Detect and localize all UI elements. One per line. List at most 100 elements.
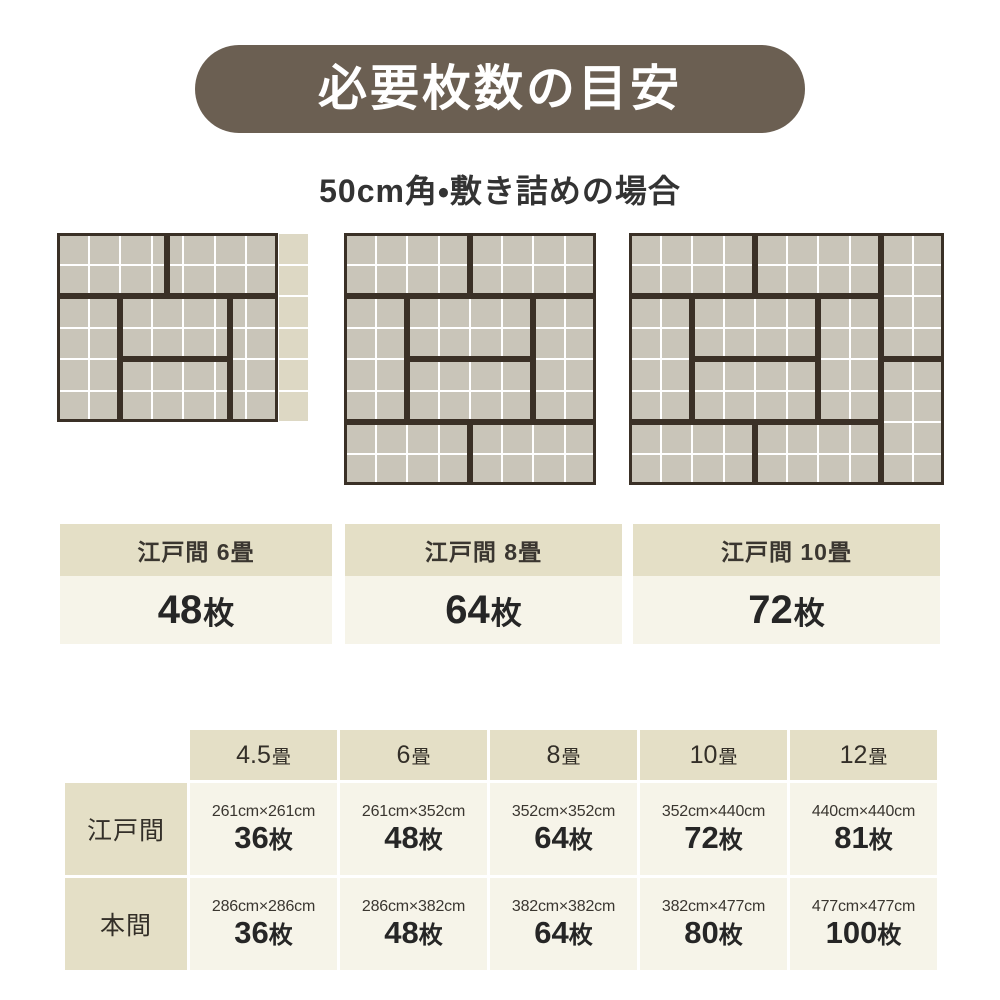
summary-count-number: 72 [748, 587, 793, 632]
cell-dimensions: 286cm×286cm [211, 898, 316, 916]
floor-tile-inside [345, 297, 375, 327]
floor-tile-inside [345, 265, 375, 295]
floor-tile-inside [630, 234, 660, 264]
tatami-mat [57, 296, 120, 422]
floor-tile-inside [376, 391, 406, 421]
floor-tile-inside [502, 423, 532, 453]
floor-tile-inside [376, 234, 406, 264]
summary-card-edoma-6-jo: 江戸間 6畳 48 枚 [60, 524, 332, 644]
floor-tile-inside [408, 265, 438, 295]
floor-tile-inside [693, 265, 723, 295]
floor-tile-inside [661, 265, 691, 295]
floor-tile-inside [184, 297, 214, 327]
floor-tile-inside [502, 391, 532, 421]
floor-tile-inside [534, 423, 564, 453]
table-data-cell: 477cm×477cm 100枚 [790, 878, 937, 970]
floor-tile-inside [502, 454, 532, 484]
floor-tile-inside [661, 423, 691, 453]
floor-tile-inside [756, 328, 786, 358]
table-data-cell: 352cm×440cm 72枚 [640, 783, 787, 875]
table-header-row: 4.5 畳 6 畳 8 畳 10 畳 12 畳 [65, 730, 937, 780]
floor-tile-inside [534, 360, 564, 390]
floor-tile-inside [565, 454, 595, 484]
floor-tile-inside [819, 423, 849, 453]
cell-quantity-number: 64 [534, 820, 569, 856]
floor-tile-inside [787, 391, 817, 421]
tatami-mat [120, 296, 231, 359]
floor-tile-inside [850, 423, 880, 453]
table-data-cell: 286cm×286cm 36枚 [190, 878, 337, 970]
cell-quantity-number: 100 [825, 915, 878, 951]
title-banner: 必要枚数の目安 [0, 0, 1000, 133]
floor-tile-inside [534, 265, 564, 295]
cell-quantity-unit: 枚 [418, 827, 443, 855]
cell-quantity-unit: 枚 [877, 922, 902, 950]
floor-tile-inside [882, 297, 912, 327]
floor-tile-inside [565, 297, 595, 327]
floor-tile-inside [882, 423, 912, 453]
floor-tile-inside [184, 234, 214, 264]
floor-tile-inside [913, 297, 943, 327]
floor-tile-inside [882, 234, 912, 264]
floor-tile-inside [756, 454, 786, 484]
floor-tile-inside [471, 328, 501, 358]
floor-tile-inside [913, 328, 943, 358]
tatami-mat [57, 233, 168, 296]
cell-quantity: 48枚 [384, 916, 443, 950]
column-header-number: 4.5 [236, 740, 271, 769]
cell-quantity-unit: 枚 [418, 922, 443, 950]
summary-card-count: 48 枚 [60, 576, 332, 644]
cell-dimensions: 440cm×440cm [811, 803, 916, 821]
summary-count-number: 48 [157, 587, 203, 632]
cell-quantity: 72枚 [684, 821, 743, 855]
cell-quantity-number: 64 [534, 915, 569, 951]
summary-count-unit: 枚 [490, 595, 522, 631]
cell-quantity-unit: 枚 [718, 827, 743, 855]
summary-count-number: 64 [445, 587, 490, 632]
floor-tile-inside [756, 391, 786, 421]
floor-tile-inside [89, 360, 119, 390]
floor-tile-inside [693, 423, 723, 453]
floor-tile-inside [184, 391, 214, 421]
cell-dimensions: 261cm×352cm [361, 803, 466, 821]
floor-tile-inside [819, 360, 849, 390]
floor-tile-inside [565, 423, 595, 453]
cell-quantity: 48枚 [384, 821, 443, 855]
floor-tile-inside [247, 234, 277, 264]
floor-tile-inside [471, 454, 501, 484]
cell-quantity: 80枚 [684, 916, 742, 950]
floor-tile-inside [121, 234, 151, 264]
floor-tile-inside [787, 328, 817, 358]
floor-tile-inside [152, 297, 182, 327]
cell-quantity-unit: 枚 [268, 922, 293, 950]
floor-tile-inside [376, 360, 406, 390]
floor-tile-inside [661, 360, 691, 390]
summary-card-count: 64 枚 [345, 576, 622, 644]
tatami-mat [629, 296, 692, 422]
floor-tile-inside [439, 391, 469, 421]
floor-tile-inside [58, 297, 88, 327]
floor-tile-inside [787, 454, 817, 484]
title-pill: 必要枚数の目安 [195, 45, 805, 133]
floor-tile-inside [882, 391, 912, 421]
floor-tile-inside [724, 391, 754, 421]
floor-tile-inside [408, 391, 438, 421]
tatami-mat [230, 296, 278, 422]
floor-tile-inside [661, 297, 691, 327]
floor-tile-inside [661, 328, 691, 358]
floor-tile-inside [724, 265, 754, 295]
column-header-number: 12 [839, 740, 868, 769]
layout-diagram-row [0, 233, 1000, 504]
floor-tile-inside [121, 360, 151, 390]
floor-tile-inside [819, 391, 849, 421]
summary-card-row: 江戸間 6畳 48 枚江戸間 8畳 64 枚江戸間 10畳 72 枚 [0, 524, 1000, 649]
table-data-cell: 261cm×352cm 48枚 [340, 783, 487, 875]
floor-tile-inside [661, 391, 691, 421]
floor-tile-inside [693, 297, 723, 327]
cell-quantity-number: 36 [234, 820, 269, 856]
floor-tile-inside [502, 328, 532, 358]
floor-tile-inside [724, 423, 754, 453]
cell-quantity-unit: 枚 [568, 827, 593, 855]
floor-tile-inside [439, 360, 469, 390]
